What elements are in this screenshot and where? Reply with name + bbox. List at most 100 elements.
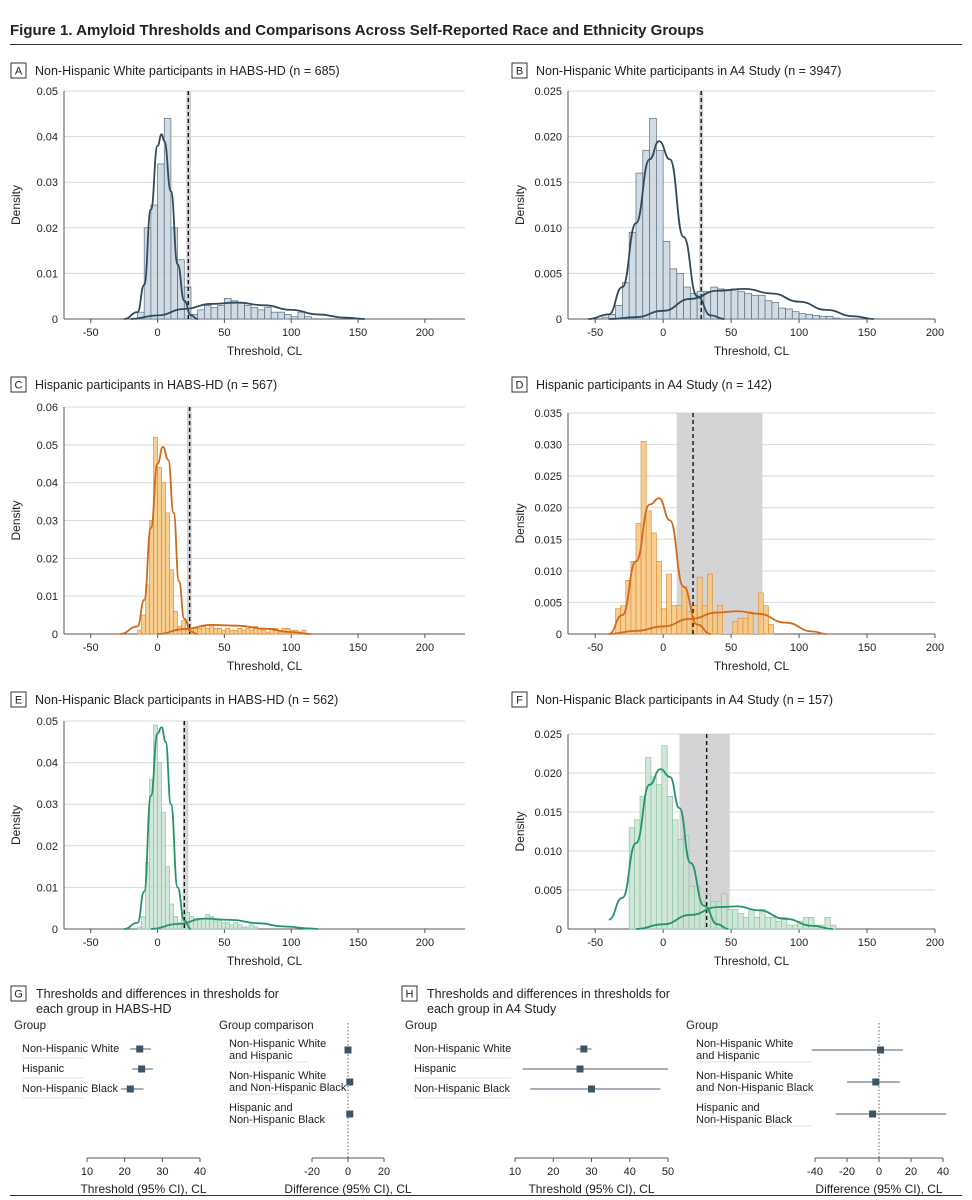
panel-h-left-xtick-label: 40	[624, 1166, 636, 1178]
panel-b-histogram-bar	[669, 268, 678, 320]
panel-h-left-row-label: Hispanic	[414, 1063, 457, 1075]
panel-e-histogram-bar	[233, 922, 239, 930]
panel-c-xtick-label: -50	[83, 642, 99, 654]
panel-c-histogram-bar	[161, 482, 166, 635]
panel-c-ytick-label: 0.04	[37, 478, 58, 490]
panel-f-histogram-bar	[721, 893, 728, 930]
panel-f-histogram-bar	[781, 916, 788, 930]
panel-g-right-row-label: Non-Hispanic White	[229, 1038, 326, 1050]
panel-h-right-xtick-label: 40	[937, 1166, 949, 1178]
panel-a-histogram-bar	[237, 302, 245, 320]
panel-h-left-xtick-label: 50	[662, 1166, 674, 1178]
panel-d-xtick-label: 200	[926, 642, 944, 654]
panel-c-histogram-bar	[165, 512, 170, 635]
panel-b-histogram-bar	[812, 315, 820, 320]
panel-h-right-xtick-label: 0	[876, 1166, 882, 1178]
panel-e-xtick-label: -50	[83, 937, 99, 949]
panel-h-right-estimate-marker	[872, 1078, 880, 1086]
panel-e-ytick-label: 0	[52, 924, 58, 936]
panel-h-left-xlabel: Threshold (95% CI), CL	[528, 1182, 654, 1196]
panel-e-ci-band	[182, 721, 189, 929]
panel-h-left-estimate-marker	[588, 1085, 595, 1093]
panel-a-histogram-bar	[217, 304, 225, 320]
panel-a-histogram-bar	[210, 307, 219, 320]
panel-h-badge-letter: H	[406, 989, 414, 1001]
panel-b-xtick-label: -50	[587, 327, 603, 339]
panel-f-histogram-bar	[628, 827, 635, 930]
panel-e-histogram-bar	[201, 918, 207, 930]
panel-e-xlabel: Threshold, CL	[227, 954, 303, 968]
panel-b-histogram-bar	[730, 288, 739, 320]
panel-c-badge-box	[10, 376, 27, 393]
panel-a-histogram-bar	[250, 307, 259, 320]
panel-f-xtick-label: 100	[790, 937, 808, 949]
panel-d-xtick-label: 50	[725, 642, 737, 654]
panel-d-xtick-label: 0	[660, 642, 666, 654]
panel-g-left-xtick-label: 30	[156, 1166, 168, 1178]
panel-c-histogram-bar	[277, 631, 283, 635]
panel-c-histogram-bar	[229, 629, 235, 635]
panel-c-ytick-label: 0.02	[37, 553, 58, 565]
panel-e-histogram-bar	[241, 926, 247, 930]
panel-c-histogram-bar	[209, 624, 215, 635]
panel-d-xtick-label: 150	[858, 642, 876, 654]
panel-a-badge-box	[10, 62, 27, 79]
panel-a-histogram-bar	[204, 304, 212, 320]
panel-c-title: Hispanic participants in HABS-HD (n = 56…	[35, 378, 277, 392]
panel-a-xtick-label: 100	[282, 327, 300, 339]
panel-h-left-header: Group	[405, 1020, 437, 1032]
panel-b-histogram-bar	[764, 300, 773, 320]
panel-d-ylabel: Density	[513, 503, 527, 543]
panel-f-histogram-bar	[737, 913, 744, 930]
panel-c-ylabel: Density	[9, 500, 23, 540]
panel-b-histogram-bar	[601, 316, 610, 320]
panel-a-histogram-bar	[163, 118, 172, 320]
panel-f-ytick-label: 0.020	[534, 768, 562, 780]
panel-g-title-line: each group in HABS-HD	[36, 1002, 171, 1016]
panel-c-histogram-bar	[141, 614, 146, 635]
panel-h-left-xtick-label: 20	[547, 1166, 559, 1178]
panel-c-histogram-bar	[213, 627, 219, 635]
panel-d-density-curve-1	[608, 497, 711, 635]
panel-b-histogram-bar	[785, 308, 793, 320]
panel-f-histogram-bar	[759, 909, 766, 930]
panel-f-histogram-bar	[808, 916, 815, 930]
panel-a-histogram-bar	[157, 163, 165, 320]
panel-a-xtick-label: 150	[349, 327, 367, 339]
panel-g-left-estimate-marker	[126, 1085, 134, 1093]
panel-d-histogram-bar	[681, 586, 688, 635]
panel-h-right-xtick-label: -40	[807, 1166, 823, 1178]
panel-c-histogram-bar	[197, 627, 203, 635]
panel-a-ylabel: Density	[9, 185, 23, 225]
panel-h-left-row-label: Non-Hispanic Black	[414, 1083, 510, 1095]
panel-d-ytick-label: 0.030	[534, 440, 562, 452]
panel-b-density-curve-2	[608, 288, 874, 320]
panel-b-histogram-bar	[622, 282, 630, 320]
panel-b-badge-letter: B	[516, 66, 523, 78]
panel-f-histogram-bar	[732, 909, 739, 930]
panel-f-badge-letter: F	[516, 695, 523, 707]
panel-b-title: Non-Hispanic White participants in A4 St…	[536, 64, 841, 78]
panel-g-title-line: Thresholds and differences in thresholds…	[36, 987, 279, 1001]
panel-e-histogram-bar	[213, 920, 219, 930]
panel-f-histogram-bar	[786, 924, 793, 930]
panel-a-xtick-label: -50	[83, 327, 99, 339]
panel-c-xtick-label: 50	[218, 642, 230, 654]
panel-c-histogram-bar	[181, 620, 186, 635]
bottom-rule	[10, 1195, 962, 1196]
panel-c-ytick-label: 0.03	[37, 516, 58, 528]
panel-a-ytick-label: 0.05	[37, 86, 58, 98]
panel-e-xtick-label: 200	[416, 937, 434, 949]
panel-g-right-row-label: and Hispanic	[229, 1050, 293, 1062]
panel-d-histogram-bar	[686, 611, 693, 635]
panel-e-badge-box	[10, 691, 27, 708]
panel-c-histogram-bar	[201, 626, 207, 635]
panel-g-right-estimate-marker	[346, 1110, 354, 1118]
panel-b-histogram-bar	[656, 149, 664, 320]
panel-a-histogram-bar	[284, 314, 292, 320]
panel-g-right-estimate-marker	[346, 1078, 354, 1086]
panel-d-histogram-bar	[656, 561, 662, 635]
panel-g-left-row-label: Non-Hispanic White	[22, 1043, 119, 1055]
panel-e-histogram-bar	[237, 924, 243, 930]
panel-f-ytick-label: 0.015	[534, 807, 562, 819]
